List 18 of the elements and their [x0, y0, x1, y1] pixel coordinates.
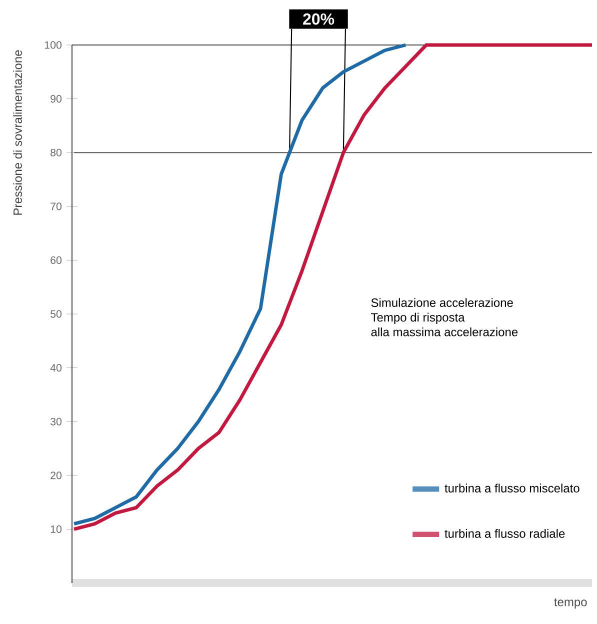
legend-label: turbina a flusso miscelato [444, 484, 580, 492]
x-axis-title: tempo [554, 598, 587, 609]
annotation: Tempo di risposta [371, 312, 465, 324]
text: 20% [303, 13, 334, 25]
y-tick-label: 30 [50, 418, 62, 426]
y-tick-label: 40 [50, 364, 62, 372]
y-tick-label: 80 [50, 148, 62, 156]
annotation: Simulazione accelerazione [371, 298, 513, 307]
y-tick-label: 50 [50, 310, 62, 318]
y-tick-label: 90 [50, 95, 62, 103]
y-tick-label: 70 [50, 202, 62, 210]
annotation: alla massima accelerazione [371, 327, 518, 336]
y-tick-label: 20 [50, 472, 62, 480]
y-tick-label: 60 [50, 256, 62, 264]
y-tick-label: 100 [44, 41, 62, 49]
legend-label: turbina a flusso radiale [444, 529, 565, 538]
y-axis-title: Pressione di sovralimentazione [13, 50, 22, 215]
y-tick-label: 10 [50, 525, 62, 533]
